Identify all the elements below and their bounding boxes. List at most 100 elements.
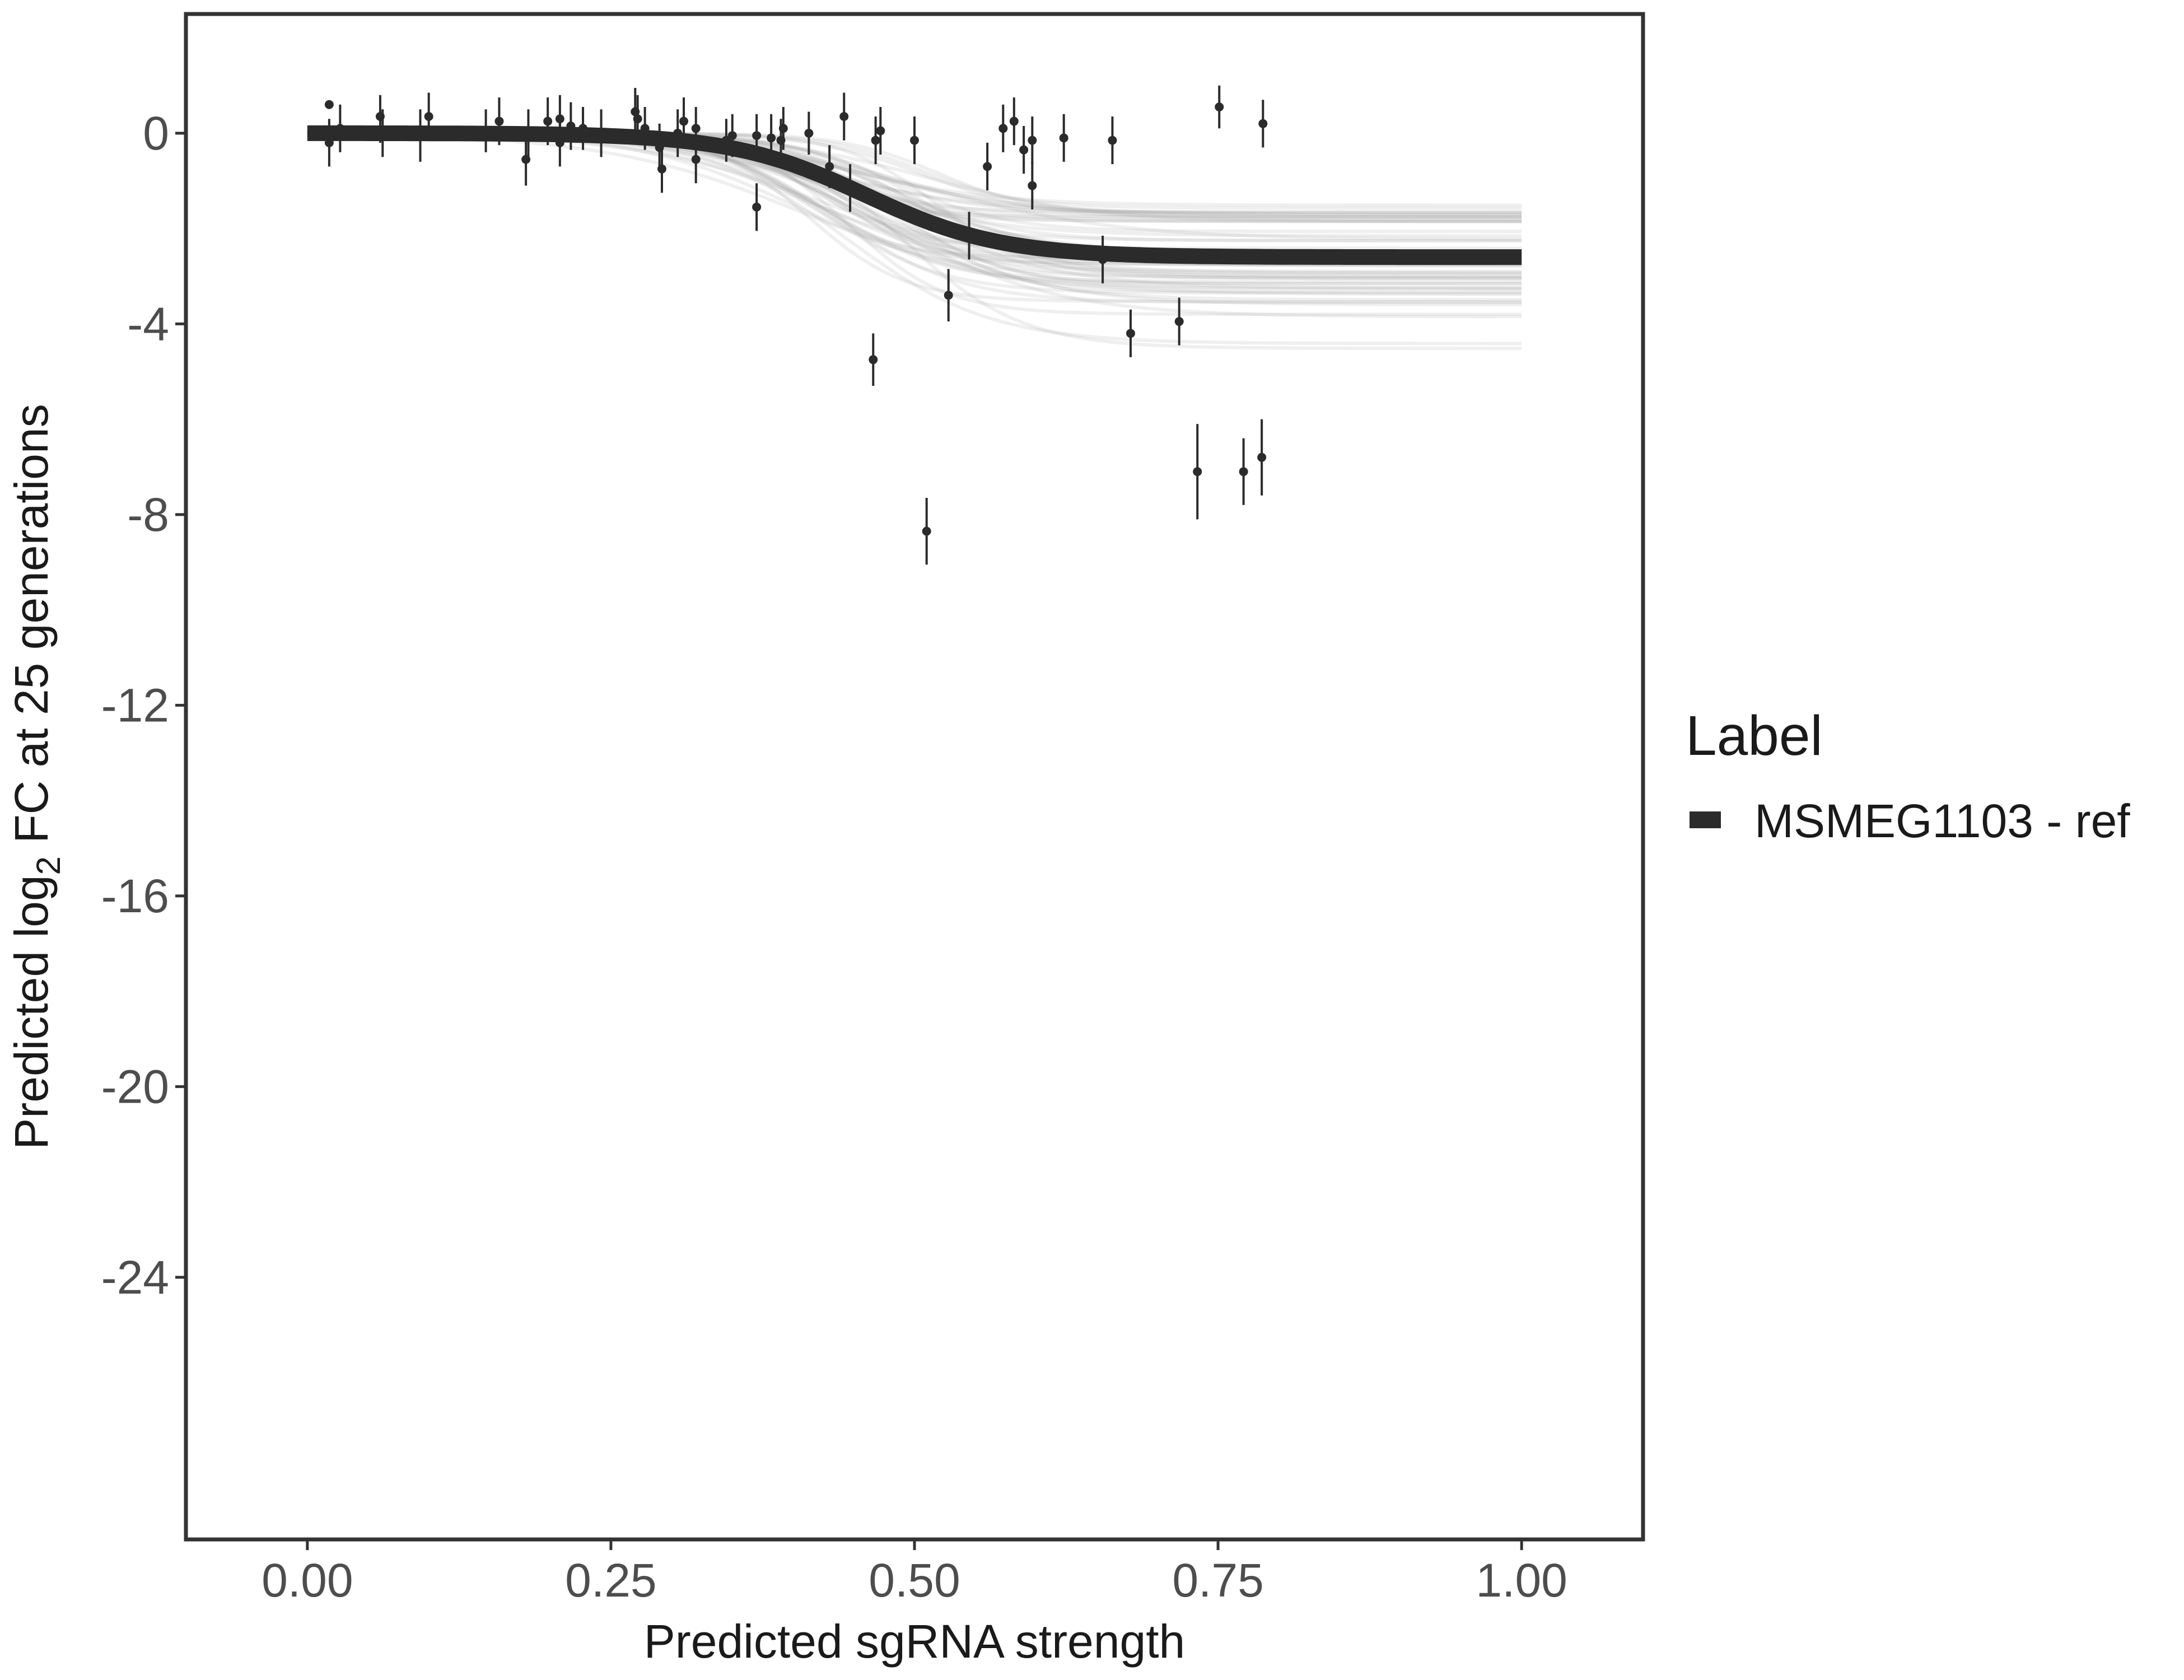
legend-key (1690, 811, 1721, 828)
point-marker (922, 526, 931, 536)
point-marker (324, 138, 334, 147)
y-axis-label-part1: Predicted log (5, 875, 58, 1149)
point-marker (1257, 452, 1267, 462)
data-point (910, 116, 919, 165)
data-point (998, 104, 1008, 152)
point-marker (727, 131, 737, 141)
point-marker (416, 131, 425, 141)
point-marker (673, 128, 683, 138)
legend: Label MSMEG1103 - ref (1686, 704, 2130, 847)
data-point (673, 109, 683, 157)
data-point (543, 97, 553, 146)
data-point (871, 116, 880, 165)
point-marker (1009, 116, 1019, 126)
point-marker (1174, 317, 1184, 326)
point-marker (1239, 467, 1248, 477)
data-point (1028, 161, 1037, 210)
data-point (1108, 116, 1117, 165)
point-marker (640, 124, 650, 133)
point-marker (521, 155, 531, 164)
data-point (424, 92, 433, 141)
data-point (1239, 438, 1248, 505)
x-axis-label: Predicted sgRNA strength (644, 1615, 1186, 1668)
point-marker (335, 124, 345, 133)
y-tick-label: -12 (101, 679, 169, 731)
data-point (578, 106, 588, 150)
data-point (524, 109, 533, 157)
point-marker (825, 162, 834, 171)
point-marker (767, 133, 776, 143)
point-marker (679, 116, 689, 126)
data-point (876, 106, 885, 155)
data-point (324, 100, 334, 109)
point-marker (555, 114, 564, 124)
point-marker (1126, 329, 1135, 338)
point-marker (578, 124, 588, 133)
legend-title: Label (1686, 704, 1823, 767)
data-points (324, 85, 1268, 565)
point-marker (1059, 133, 1068, 143)
point-marker (964, 231, 974, 240)
point-marker (481, 126, 491, 136)
y-tick-label: -20 (101, 1060, 169, 1113)
data-point (944, 269, 953, 322)
point-marker (1215, 102, 1224, 111)
point-marker (566, 122, 576, 131)
data-point (633, 95, 642, 143)
data-point (494, 97, 504, 146)
y-axis-label-subscript: 2 (30, 856, 67, 875)
point-marker (804, 128, 814, 138)
data-point (481, 109, 491, 152)
data-point (922, 498, 931, 565)
data-point (778, 106, 788, 150)
y-axis: 0 -4 -8 -12 -16 -20 -24 (101, 107, 186, 1304)
fit-curve-layer (307, 125, 1522, 265)
y-tick-label: 0 (143, 107, 169, 160)
data-point (767, 114, 776, 162)
point-marker (752, 202, 762, 212)
point-marker (596, 128, 606, 138)
data-point (640, 106, 650, 150)
point-marker (998, 124, 1008, 133)
data-point (839, 92, 849, 141)
data-point (679, 97, 689, 146)
data-point (335, 104, 345, 152)
data-point (324, 119, 334, 167)
data-point (721, 119, 731, 162)
point-marker (633, 114, 642, 124)
data-point (846, 164, 855, 212)
point-marker (1193, 467, 1202, 477)
data-point (1028, 116, 1037, 165)
y-tick-label: -8 (127, 488, 169, 541)
data-point (752, 183, 762, 231)
data-point (727, 114, 737, 157)
data-point (566, 102, 576, 150)
data-point (752, 114, 762, 157)
data-point (555, 95, 564, 143)
data-point (596, 109, 606, 157)
point-marker (752, 131, 762, 141)
point-marker (494, 116, 504, 126)
point-marker (944, 291, 953, 300)
x-tick-label: 0.25 (565, 1554, 657, 1607)
data-point (1098, 235, 1108, 283)
fit-curve (307, 125, 1522, 265)
data-point (1215, 85, 1224, 129)
data-point (1258, 100, 1268, 148)
point-marker (721, 136, 731, 145)
point-marker (524, 128, 533, 138)
y-axis-label: Predicted log2 FC at 25 generations (5, 404, 67, 1150)
point-marker (1108, 136, 1117, 145)
point-marker (1258, 119, 1268, 128)
data-point (657, 145, 666, 193)
point-marker (839, 112, 849, 122)
data-point (1193, 424, 1202, 520)
data-point (1059, 114, 1068, 162)
point-marker (778, 124, 788, 133)
data-point (1257, 419, 1267, 496)
data-point (416, 109, 425, 162)
point-marker (910, 136, 919, 145)
point-marker (983, 162, 992, 171)
y-tick-label: -16 (101, 870, 169, 922)
